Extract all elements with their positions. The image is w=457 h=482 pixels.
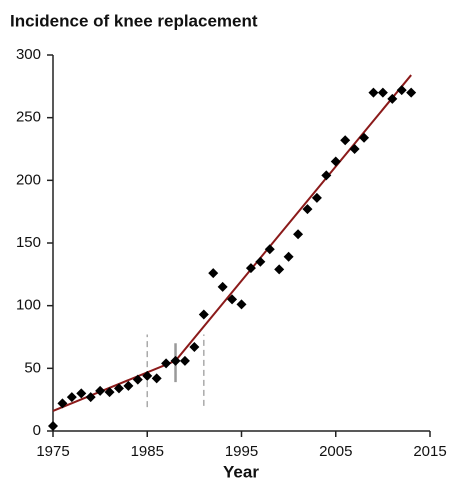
point <box>283 251 294 262</box>
point <box>57 398 68 409</box>
point <box>208 268 219 279</box>
fit-line <box>52 74 412 412</box>
chart-title: Incidence of knee replacement <box>10 11 258 30</box>
point <box>142 370 153 381</box>
point <box>396 85 407 96</box>
point <box>179 355 190 366</box>
point <box>104 387 115 398</box>
y-tick-label: 300 <box>16 46 41 63</box>
point <box>321 170 332 181</box>
point <box>217 281 228 292</box>
point <box>113 383 124 394</box>
point <box>387 93 398 104</box>
point <box>349 144 360 154</box>
point <box>368 87 379 98</box>
point <box>264 244 275 255</box>
x-tick-label: 1975 <box>36 443 69 460</box>
point <box>236 299 247 310</box>
x-tick-label: 2015 <box>413 443 446 460</box>
point <box>227 294 238 305</box>
point <box>85 392 96 403</box>
point <box>340 135 351 146</box>
point <box>274 264 285 275</box>
point <box>151 373 162 384</box>
x-tick-label: 2005 <box>319 443 352 460</box>
point <box>170 355 181 366</box>
point <box>377 87 388 98</box>
point <box>330 156 341 167</box>
point <box>161 358 172 369</box>
point <box>245 263 256 274</box>
y-tick-label: 150 <box>16 234 41 251</box>
x-tick-label: 1995 <box>225 443 258 460</box>
point <box>311 192 322 203</box>
x-axis-label: Year <box>223 462 259 481</box>
point <box>293 229 304 240</box>
point <box>255 256 266 267</box>
y-tick-label: 200 <box>16 171 41 188</box>
point <box>132 374 143 385</box>
y-tick-label: 0 <box>33 422 41 439</box>
y-tick-label: 100 <box>16 297 41 314</box>
x-tick-label: 1985 <box>131 443 164 460</box>
point <box>302 204 313 215</box>
point <box>48 420 58 431</box>
point <box>406 87 417 98</box>
y-tick-label: 250 <box>16 109 41 126</box>
point <box>123 380 134 391</box>
point <box>76 388 87 399</box>
point <box>95 385 106 396</box>
point <box>66 392 77 403</box>
y-tick-label: 50 <box>24 359 41 376</box>
point <box>359 132 370 143</box>
point <box>189 342 200 353</box>
point <box>198 309 209 320</box>
